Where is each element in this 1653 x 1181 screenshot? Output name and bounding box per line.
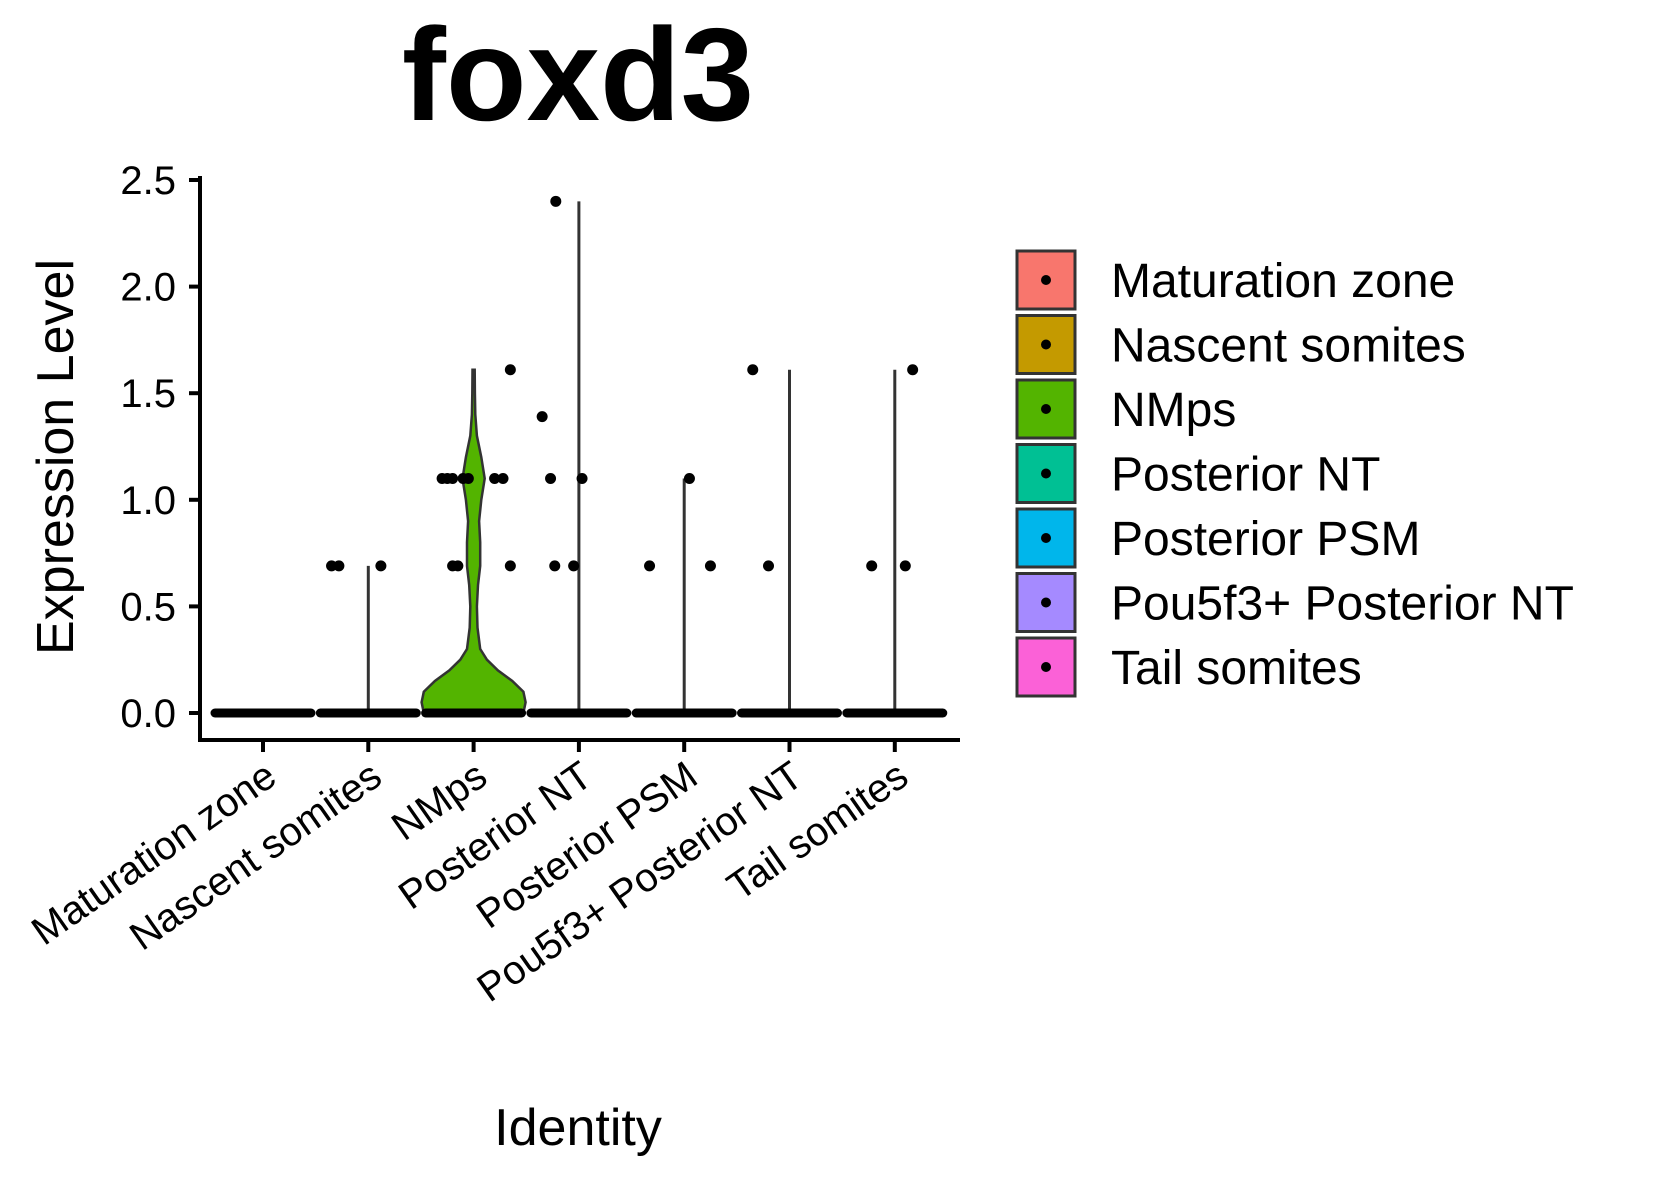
legend-label: NMps (1111, 384, 1236, 437)
legend-dot (1041, 404, 1051, 414)
x-axis-title: Identity (494, 1099, 662, 1157)
data-point (549, 560, 561, 572)
y-tick-label: 1.5 (120, 372, 176, 416)
data-point (497, 472, 509, 484)
chart-title: foxd3 (402, 1, 754, 148)
legend-dot (1041, 662, 1051, 672)
data-point (644, 560, 656, 572)
data-point (763, 560, 774, 572)
data-point (489, 472, 501, 484)
legend-dot (1041, 597, 1051, 608)
legend-label: Posterior NT (1111, 449, 1380, 502)
data-point (462, 472, 474, 484)
data-point (747, 364, 759, 376)
y-ticks: 0.0 0.5 1.0 1.5 2.0 2.5 (120, 159, 200, 736)
data-point (899, 560, 911, 572)
legend-label: Nascent somites (1111, 320, 1466, 373)
legend-dot (1041, 468, 1051, 479)
y-tick-label: 1.0 (120, 479, 176, 523)
data-point (545, 472, 557, 484)
legend-label: Pou5f3+ Posterior NT (1111, 578, 1574, 631)
data-point (504, 560, 516, 572)
legend-label: Tail somites (1111, 642, 1362, 695)
data-point (683, 472, 695, 484)
data-point (907, 364, 919, 376)
y-tick-label: 2.0 (120, 266, 176, 310)
legend-label: Maturation zone (1111, 255, 1455, 308)
data-point (447, 472, 459, 484)
data-point (452, 560, 464, 572)
data-point (568, 560, 580, 572)
legend-dot (1041, 533, 1051, 543)
legend-label: Posterior PSM (1111, 513, 1420, 566)
data-point (536, 411, 548, 423)
y-tick-label: 0.0 (120, 692, 176, 736)
data-point (333, 560, 345, 572)
legend-dot (1041, 339, 1051, 350)
y-tick-label: 2.5 (120, 159, 176, 203)
y-axis-title: Expression Level (27, 259, 85, 655)
data-point (550, 195, 562, 207)
legend: Maturation zone Nascent somites NMps Poster… (1015, 249, 1574, 698)
data-point (576, 472, 588, 484)
violins-layer (366, 201, 897, 715)
data-point (504, 364, 516, 376)
violin-shape (420, 368, 527, 715)
data-point (704, 560, 716, 572)
points-layer (210, 195, 948, 718)
y-tick-label: 0.5 (120, 585, 176, 629)
data-point (866, 560, 878, 572)
legend-dot (1041, 275, 1051, 285)
data-point (375, 560, 387, 572)
